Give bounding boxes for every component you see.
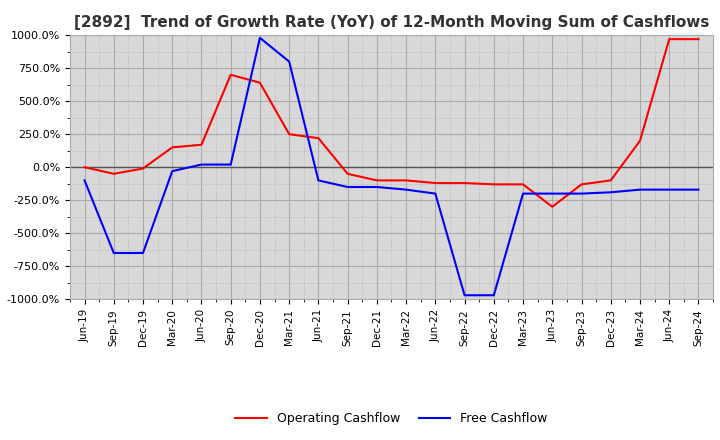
Free Cashflow bbox=[694, 187, 703, 192]
Operating Cashflow bbox=[577, 182, 586, 187]
Operating Cashflow bbox=[694, 37, 703, 42]
Line: Free Cashflow: Free Cashflow bbox=[84, 38, 698, 295]
Free Cashflow bbox=[197, 162, 206, 167]
Operating Cashflow bbox=[256, 80, 264, 85]
Free Cashflow bbox=[168, 169, 176, 174]
Operating Cashflow bbox=[109, 171, 118, 176]
Operating Cashflow bbox=[431, 180, 440, 186]
Free Cashflow bbox=[402, 187, 410, 192]
Operating Cashflow bbox=[372, 178, 381, 183]
Free Cashflow bbox=[518, 191, 527, 196]
Free Cashflow bbox=[606, 190, 615, 195]
Free Cashflow bbox=[460, 293, 469, 298]
Free Cashflow bbox=[314, 178, 323, 183]
Operating Cashflow bbox=[548, 204, 557, 209]
Free Cashflow bbox=[285, 59, 294, 64]
Line: Operating Cashflow: Operating Cashflow bbox=[84, 39, 698, 207]
Free Cashflow bbox=[548, 191, 557, 196]
Free Cashflow bbox=[577, 191, 586, 196]
Free Cashflow bbox=[226, 162, 235, 167]
Operating Cashflow bbox=[139, 166, 148, 171]
Legend: Operating Cashflow, Free Cashflow: Operating Cashflow, Free Cashflow bbox=[230, 407, 552, 430]
Operating Cashflow bbox=[636, 138, 644, 143]
Operating Cashflow bbox=[226, 72, 235, 77]
Free Cashflow bbox=[80, 178, 89, 183]
Free Cashflow bbox=[139, 250, 148, 256]
Operating Cashflow bbox=[490, 182, 498, 187]
Operating Cashflow bbox=[80, 165, 89, 170]
Operating Cashflow bbox=[168, 145, 176, 150]
Operating Cashflow bbox=[518, 182, 527, 187]
Title: [2892]  Trend of Growth Rate (YoY) of 12-Month Moving Sum of Cashflows: [2892] Trend of Growth Rate (YoY) of 12-… bbox=[73, 15, 709, 30]
Operating Cashflow bbox=[606, 178, 615, 183]
Free Cashflow bbox=[490, 293, 498, 298]
Free Cashflow bbox=[372, 184, 381, 190]
Free Cashflow bbox=[665, 187, 673, 192]
Free Cashflow bbox=[431, 191, 440, 196]
Free Cashflow bbox=[256, 35, 264, 40]
Operating Cashflow bbox=[460, 180, 469, 186]
Operating Cashflow bbox=[314, 136, 323, 141]
Free Cashflow bbox=[343, 184, 352, 190]
Operating Cashflow bbox=[402, 178, 410, 183]
Free Cashflow bbox=[636, 187, 644, 192]
Operating Cashflow bbox=[197, 142, 206, 147]
Operating Cashflow bbox=[343, 171, 352, 176]
Operating Cashflow bbox=[665, 37, 673, 42]
Free Cashflow bbox=[109, 250, 118, 256]
Operating Cashflow bbox=[285, 132, 294, 137]
